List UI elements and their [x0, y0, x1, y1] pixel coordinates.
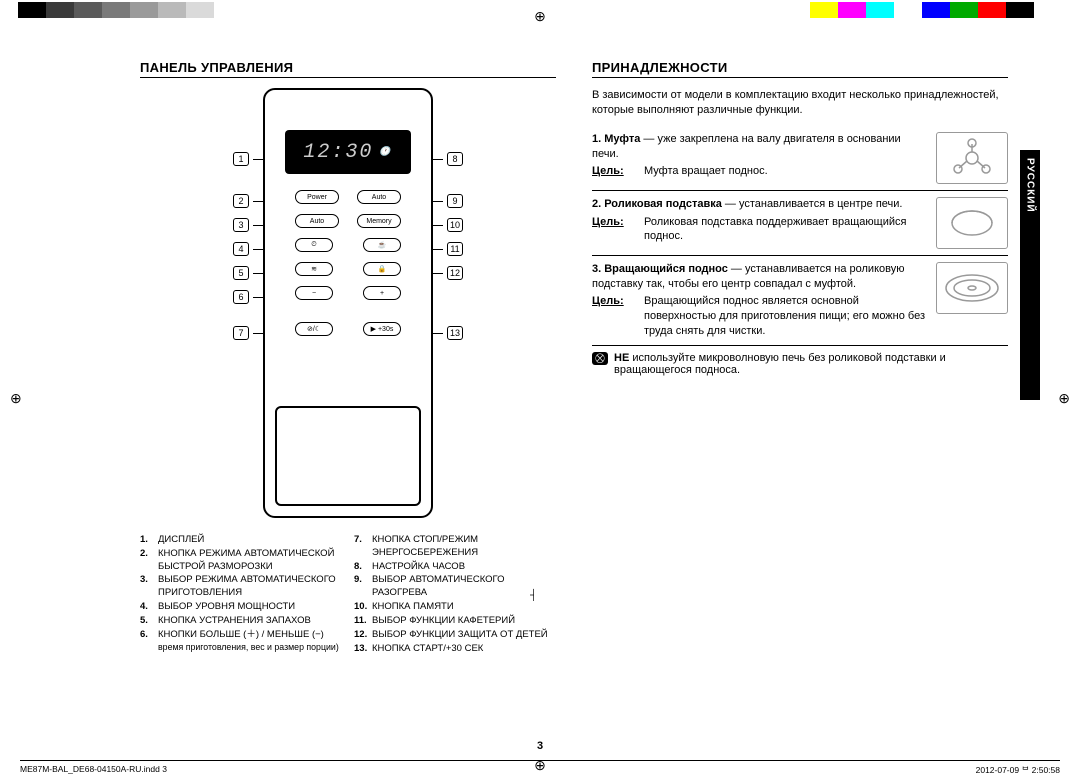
heading-control-panel: ПАНЕЛЬ УПРАВЛЕНИЯ	[140, 60, 556, 78]
control-panel-diagram: 12:30 🕐 PowerAuto AutoMemory ⏲☕ ≋🔒 −+ ⊘/…	[263, 88, 433, 518]
panel-row-1: Power Auto	[295, 190, 401, 204]
accessory-item: 2. Роликовая подставка — устанавливается…	[592, 190, 1008, 255]
accessories-list: 1. Муфта — уже закреплена на валу двигат…	[592, 126, 1008, 345]
legend-item: 2.КНОПКА РЕЖИМА АВТОМАТИЧЕСКОЙ БЫСТРОЙ Р…	[140, 548, 342, 574]
callout-9: 9	[431, 190, 463, 212]
callout-12: 12	[431, 262, 463, 284]
footer-file: ME87M-BAL_DE68-04150A-RU.indd 3	[20, 764, 167, 776]
panel-btn-cafeteria: ☕	[363, 238, 401, 252]
page-number: 3	[537, 740, 543, 752]
heading-accessories: ПРИНАДЛЕЖНОСТИ	[592, 60, 1008, 78]
print-footer: ME87M-BAL_DE68-04150A-RU.indd 3 2012-07-…	[20, 760, 1060, 776]
legend-item: 7.КНОПКА СТОП/РЕЖИМ ЭНЕРГОСБЕРЕЖЕНИЯ	[354, 534, 556, 560]
panel-door	[275, 406, 421, 506]
callout-13: 13	[431, 322, 463, 344]
callout-4: 4	[233, 238, 265, 260]
panel-btn-auto: Auto	[295, 214, 339, 228]
color-bar-left	[18, 2, 270, 18]
legend-item: 13.КНОПКА СТАРТ/+30 сек	[354, 643, 556, 656]
legend-item: 9.ВЫБОР АВТОМАТИЧЕСКОГО РАЗОГРЕВА	[354, 574, 556, 600]
column-accessories: ПРИНАДЛЕЖНОСТИ В зависимости от модели в…	[592, 60, 1008, 656]
legend-item: 12.ВЫБОР ФУНКЦИИ ЗАЩИТА ОТ ДЕТЕЙ	[354, 629, 556, 642]
warning-body: используйте микроволновую печь без ролик…	[614, 352, 946, 376]
display-clock-icon: 🕐	[379, 147, 392, 157]
panel-btn-childlock: 🔒	[363, 262, 401, 276]
panel-btn-power: Power	[295, 190, 339, 204]
panel-display: 12:30 🕐	[285, 130, 411, 174]
callout-1: 1	[233, 148, 265, 170]
panel-btn-power-level: ⏲	[295, 238, 333, 252]
panel-row-2: Auto Memory	[295, 214, 401, 228]
legend-item: 8.НАСТРОЙКА ЧАСОВ	[354, 561, 556, 574]
language-tab: РУССКИЙ	[1020, 150, 1040, 400]
panel-btn-less: −	[295, 286, 333, 300]
callout-7: 7	[233, 322, 265, 344]
panel-btn-more: +	[363, 286, 401, 300]
warning-text: НЕ используйте микроволновую печь без ро…	[614, 352, 1008, 376]
panel-btn-deodor: ≋	[295, 262, 333, 276]
accessories-intro: В зависимости от модели в комплектацию в…	[592, 88, 1008, 118]
control-legend: 1.ДИСПЛЕЙ2.КНОПКА РЕЖИМА АВТОМАТИЧЕСКОЙ …	[140, 534, 556, 656]
footer-date: 2012-07-09 ᄇ 2:50:58	[976, 764, 1060, 776]
legend-col-right: 7.КНОПКА СТОП/РЕЖИМ ЭНЕРГОСБЕРЕЖЕНИЯ8.НА…	[354, 534, 556, 656]
warning-bold: НЕ	[614, 352, 629, 364]
warning-note: ⛒ НЕ используйте микроволновую печь без …	[592, 345, 1008, 376]
legend-item: 4.ВЫБОР УРОВНЯ МОЩНОСТИ	[140, 601, 342, 614]
accessory-icon	[936, 132, 1008, 184]
callout-5: 5	[233, 262, 265, 284]
accessory-icon	[936, 262, 1008, 314]
column-control-panel: ПАНЕЛЬ УПРАВЛЕНИЯ 12:30 🕐 Power Auto Auto…	[140, 60, 556, 656]
accessory-item: 1. Муфта — уже закреплена на валу двигат…	[592, 126, 1008, 190]
registration-mark-right: ⊕	[1058, 390, 1070, 407]
accessory-item: 3. Вращающийся поднос — устанавливается …	[592, 255, 1008, 345]
panel-btn-start: ▶ +30s	[363, 322, 401, 336]
panel-btn-auto-reheat: Auto	[357, 190, 401, 204]
panel-row-6: ⊘/☾ ▶ +30s	[295, 322, 401, 336]
legend-item: 3.ВЫБОР РЕЖИМА АВТОМАТИЧЕСКОГО ПРИГОТОВЛ…	[140, 574, 342, 600]
trim-mark: ┤	[530, 590, 537, 601]
warning-icon: ⛒	[592, 352, 608, 365]
registration-mark-top: ⊕	[534, 8, 546, 25]
legend-item: 6.КНОПКИ БОЛЬШЕ (＋) / МЕНЬШЕ (−)время пр…	[140, 629, 342, 655]
legend-item: 1.ДИСПЛЕЙ	[140, 534, 342, 547]
callout-6: 6	[233, 286, 265, 308]
panel-row-5: −+	[295, 286, 401, 300]
panel-btn-stop: ⊘/☾	[295, 322, 333, 336]
legend-item: 11.ВЫБОР ФУНКЦИИ КАФЕТЕРИЙ	[354, 615, 556, 628]
callout-10: 10	[431, 214, 463, 236]
callout-3: 3	[233, 214, 265, 236]
legend-col-left: 1.ДИСПЛЕЙ2.КНОПКА РЕЖИМА АВТОМАТИЧЕСКОЙ …	[140, 534, 342, 656]
page-content: ПАНЕЛЬ УПРАВЛЕНИЯ 12:30 🕐 Power Auto Auto…	[140, 60, 1008, 742]
legend-item: 10.КНОПКА ПАМЯТИ	[354, 601, 556, 614]
panel-row-4: ≋🔒	[295, 262, 401, 276]
color-bar-right	[810, 2, 1062, 18]
callout-2: 2	[233, 190, 265, 212]
accessory-icon	[936, 197, 1008, 249]
panel-btn-memory: Memory	[357, 214, 401, 228]
display-time: 12:30	[303, 141, 373, 164]
callout-11: 11	[431, 238, 463, 260]
registration-mark-left: ⊕	[10, 390, 22, 407]
panel-row-3: ⏲☕	[295, 238, 401, 252]
callout-8: 8	[431, 148, 463, 170]
legend-item: 5.КНОПКА УСТРАНЕНИЯ ЗАПАХОВ	[140, 615, 342, 628]
